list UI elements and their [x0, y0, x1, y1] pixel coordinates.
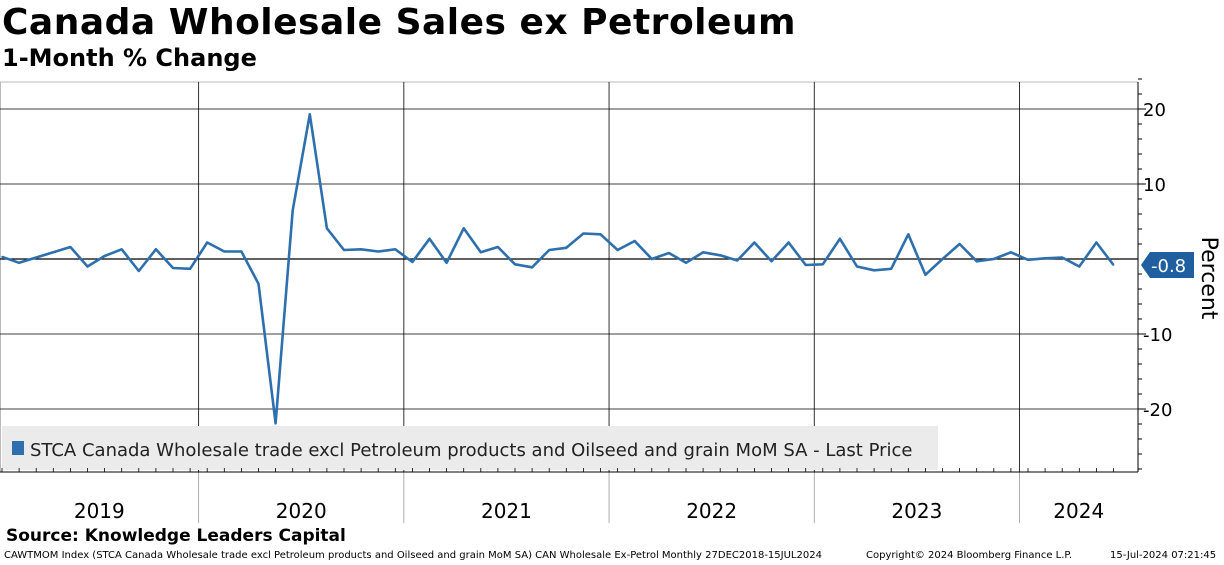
data-point — [1078, 265, 1081, 268]
data-point — [651, 258, 653, 260]
data-point — [257, 283, 260, 285]
y-tick-label-10: 10 — [1143, 175, 1166, 196]
last-price-value: -0.8 — [1151, 256, 1186, 277]
data-point — [685, 262, 687, 264]
data-point — [1061, 256, 1063, 259]
data-point — [274, 422, 277, 425]
x-tick-label-2020: 2020 — [276, 499, 327, 523]
y-axis: 20 10 -10 -20 — [1137, 78, 1172, 472]
data-point — [138, 270, 140, 272]
data-point — [69, 246, 72, 248]
data-point — [497, 246, 499, 248]
data-point — [958, 243, 961, 245]
data-point — [822, 263, 824, 266]
data-point — [18, 262, 20, 264]
data-point — [189, 268, 191, 270]
data-point — [1010, 251, 1012, 254]
data-point — [86, 265, 89, 268]
data-point — [411, 261, 414, 263]
y-tick-label--10: -10 — [1143, 325, 1172, 346]
data-point — [856, 265, 858, 268]
data-point — [377, 250, 380, 253]
data-point — [240, 250, 243, 253]
data-point — [531, 266, 533, 269]
series-line — [1, 113, 1115, 425]
data-point — [736, 259, 739, 262]
data-point — [975, 260, 978, 263]
data-point — [428, 238, 431, 240]
data-point — [343, 249, 345, 251]
data-point — [633, 240, 636, 242]
data-point — [787, 241, 790, 244]
last-price-tag: -0.8 — [1141, 252, 1194, 278]
data-point — [394, 248, 397, 251]
data-point — [52, 251, 55, 254]
data-point — [445, 262, 448, 264]
data-point — [1044, 257, 1046, 260]
x-tick-label-2023: 2023 — [891, 499, 942, 523]
chart-subtitle: 1-Month % Change — [2, 44, 257, 72]
data-point — [599, 233, 602, 236]
data-point — [804, 264, 807, 266]
series — [1, 113, 1115, 425]
data-point — [360, 248, 362, 251]
grid — [0, 81, 1138, 472]
data-point — [770, 260, 773, 263]
footer-index-info: CAWTMOM Index (STCA Canada Wholesale tra… — [4, 550, 822, 561]
data-point — [514, 263, 516, 266]
data-point — [839, 238, 841, 240]
legend-swatch — [12, 441, 24, 455]
data-point — [1, 255, 3, 258]
data-point — [103, 255, 106, 257]
y-axis-label: Percent — [1196, 237, 1221, 320]
legend-background — [2, 426, 938, 470]
x-tick-label-2022: 2022 — [686, 499, 737, 523]
data-point — [223, 250, 226, 253]
x-tick-label-2021: 2021 — [481, 499, 532, 523]
data-point — [326, 227, 328, 230]
x-tick-label-2024: 2024 — [1053, 499, 1104, 523]
last-price-tag-shape — [1141, 252, 1194, 278]
y-tick-label--20: -20 — [1143, 400, 1172, 421]
legend: STCA Canada Wholesale trade excl Petrole… — [2, 426, 938, 470]
x-tick-label-2019: 2019 — [74, 499, 125, 523]
data-point — [565, 247, 568, 249]
data-point — [702, 251, 704, 254]
data-point — [993, 258, 995, 260]
data-point — [309, 113, 311, 116]
data-point — [548, 249, 550, 251]
source-note: Source: Knowledge Leaders Capital — [6, 526, 346, 546]
data-point — [907, 233, 910, 236]
data-point — [873, 269, 875, 272]
data-point — [291, 209, 294, 212]
data-point — [1112, 264, 1115, 266]
data-point — [753, 241, 756, 244]
x-axis: 2019 2020 2021 2022 2023 2024 — [0, 468, 1138, 523]
data-point — [155, 248, 157, 251]
data-point — [35, 256, 37, 259]
data-point — [582, 232, 585, 235]
footer-copyright: Copyright© 2024 Bloomberg Finance L.P. — [866, 550, 1073, 561]
data-point — [120, 248, 123, 251]
data-point — [480, 251, 482, 254]
data-point — [616, 249, 619, 251]
legend-label: STCA Canada Wholesale trade excl Petrole… — [30, 440, 912, 461]
data-point — [719, 254, 721, 257]
data-point — [206, 241, 208, 244]
footer-timestamp: 15-Jul-2024 07:21:45 — [1110, 550, 1217, 561]
data-point — [1095, 241, 1098, 244]
data-point — [462, 227, 465, 230]
data-point — [941, 258, 944, 260]
data-point — [924, 274, 927, 276]
data-point — [1027, 259, 1029, 261]
data-point — [890, 268, 892, 270]
data-point — [172, 267, 174, 269]
y-tick-label-20: 20 — [1143, 100, 1166, 121]
data-point — [668, 252, 670, 254]
chart-title: Canada Wholesale Sales ex Petroleum — [2, 2, 797, 43]
